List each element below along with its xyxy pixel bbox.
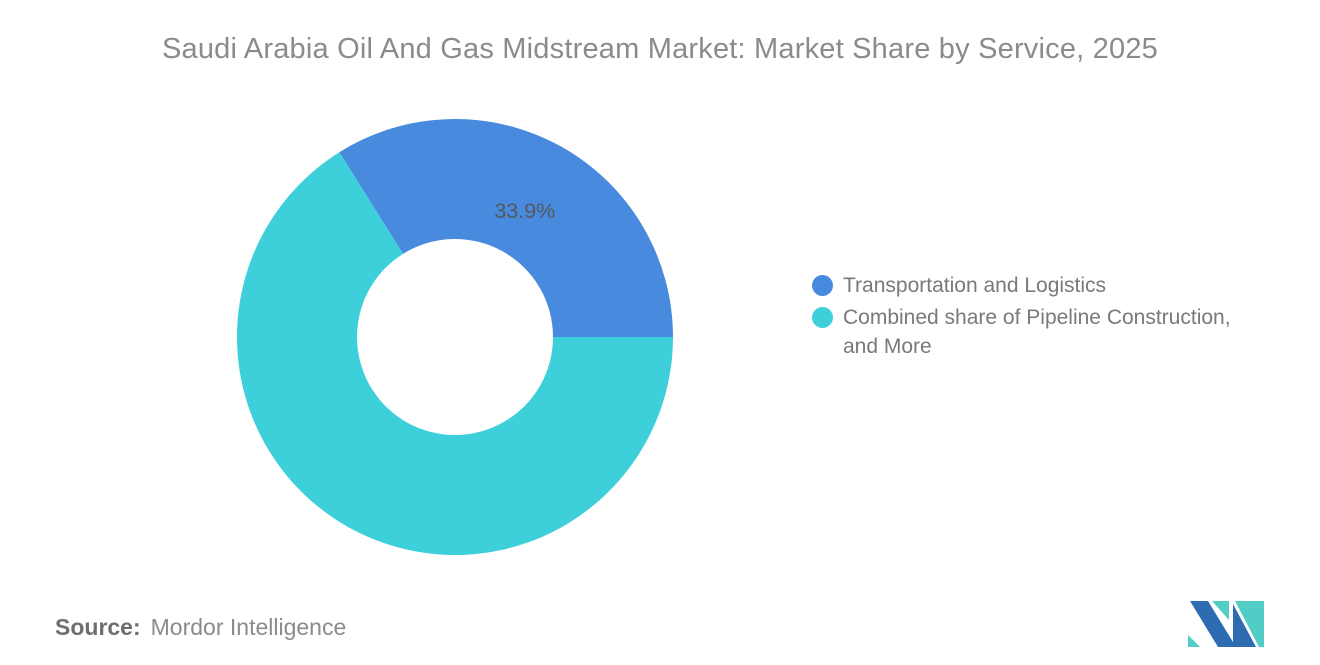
legend-label: Combined share of Pipeline Construction,… (843, 306, 1231, 358)
source-line: Source: Mordor Intelligence (55, 614, 346, 641)
chart-legend: Transportation and Logistics Combined sh… (812, 271, 1231, 361)
donut-slice-0[interactable] (339, 119, 673, 337)
legend-dot-teal-icon (812, 307, 833, 328)
logo-shape-blue-triangle (1233, 604, 1256, 647)
chart-title: Saudi Arabia Oil And Gas Midstream Marke… (161, 33, 1158, 65)
logo-shape-teal-block (1235, 601, 1264, 647)
legend-label: Transportation and Logistics (843, 274, 1107, 297)
legend-item-transportation[interactable]: Transportation and Logistics (812, 271, 1231, 300)
donut-chart: 33.9% (235, 117, 675, 557)
donut-chart-svg: 33.9% (236, 119, 673, 556)
legend-dot-blue-icon (812, 275, 833, 296)
logo-shape-teal-triangle (1212, 601, 1229, 620)
source-label: Source: (55, 614, 141, 640)
logo-shape-teal-corner (1188, 635, 1200, 647)
donut-slice-1[interactable] (236, 152, 673, 556)
mordor-intelligence-logo (1188, 601, 1264, 647)
logo-shape-blue-diagonal (1190, 601, 1236, 647)
legend-item-combined-share[interactable]: Combined share of Pipeline Construction,… (812, 303, 1231, 361)
slice-data-label: 33.9% (494, 199, 555, 223)
source-value: Mordor Intelligence (150, 614, 347, 640)
